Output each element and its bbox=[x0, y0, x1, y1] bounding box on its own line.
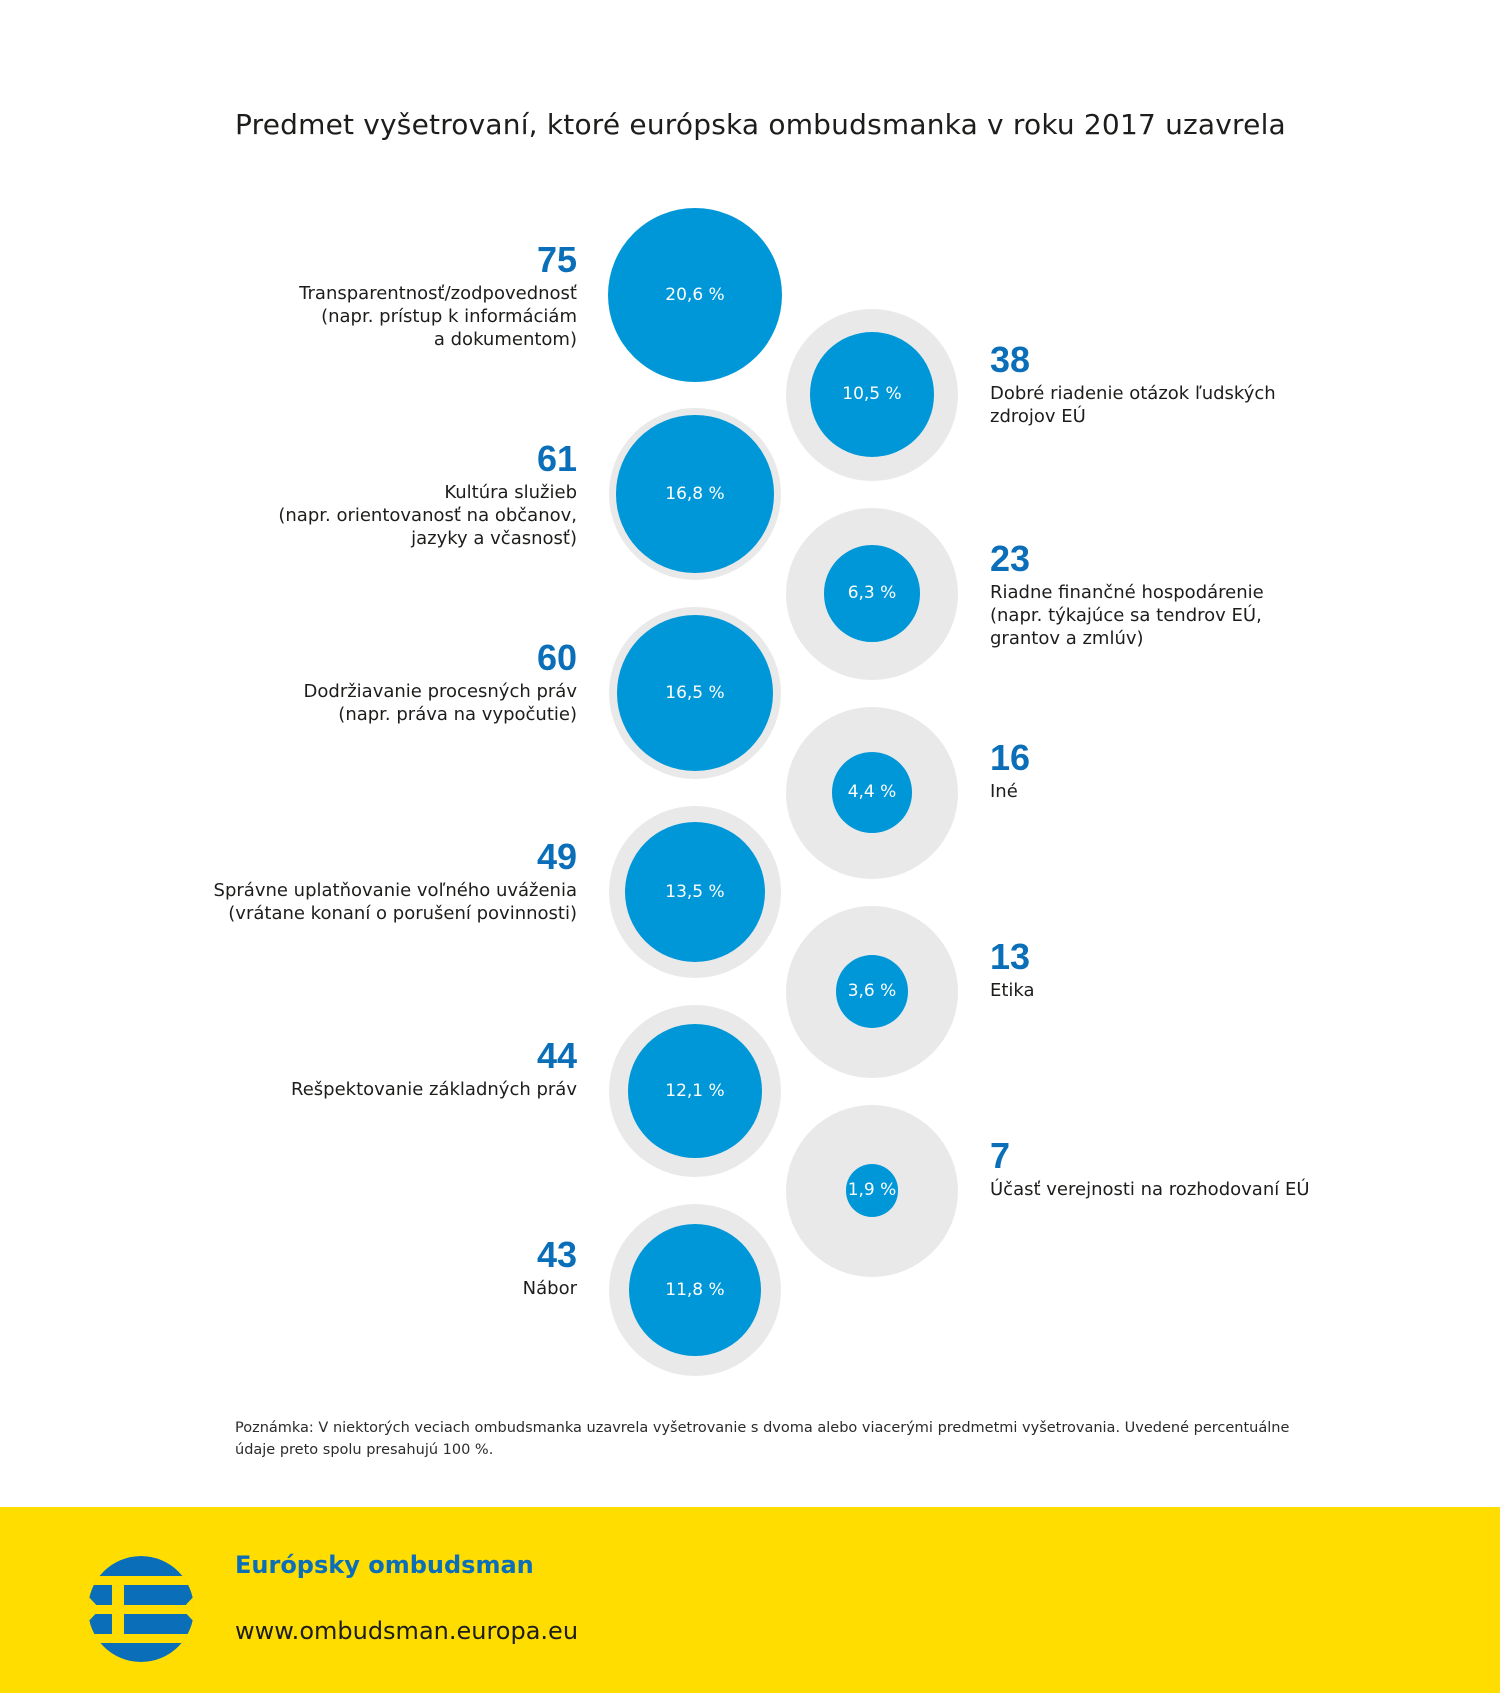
category-count: 7 bbox=[990, 1134, 1011, 1176]
category-label-block: 43 Nábor bbox=[177, 1235, 577, 1300]
bubble-percent-label: 16,5 % bbox=[665, 682, 725, 703]
category-label-block: 61 Kultúra služieb (napr. orientovanosť n… bbox=[177, 439, 577, 550]
bubble-percent-label: 4,4 % bbox=[847, 782, 897, 803]
category-label: Nábor bbox=[522, 1278, 577, 1299]
category-count: 49 bbox=[536, 836, 577, 877]
footer-website-link[interactable]: www.ombudsman.europa.eu bbox=[235, 1617, 579, 1645]
bubble: 3,6 % bbox=[835, 955, 909, 1028]
bubble: 6,3 % bbox=[823, 545, 921, 642]
bubble: 10,5 % bbox=[809, 332, 935, 457]
category-label: Správne uplatňovanie voľného uváženia (v… bbox=[213, 880, 577, 924]
bubble: 13,5 % bbox=[624, 821, 766, 963]
category-label: Rešpektovanie základných práv bbox=[291, 1079, 577, 1100]
bubble: 12,1 % bbox=[628, 1024, 762, 1158]
chart-title: Predmet vyšetrovaní, ktoré európska ombu… bbox=[235, 108, 1286, 141]
category-count: 13 bbox=[990, 935, 1031, 977]
bubble-percent-label: 11,8 % bbox=[665, 1279, 725, 1300]
bubble: 1,9 % bbox=[845, 1164, 899, 1217]
bubble-percent-label: 13,5 % bbox=[665, 881, 725, 902]
footer-organization-name: Európsky ombudsman bbox=[235, 1551, 534, 1579]
category-label-block: 44 Rešpektovanie základných práv bbox=[177, 1036, 577, 1101]
footer-bar: Európsky ombudsman www.ombudsman.europa.… bbox=[0, 1507, 1500, 1693]
bubble-percent-label: 16,8 % bbox=[665, 483, 725, 504]
category-label: Dobré riadenie otázok ľudských zdrojov E… bbox=[990, 382, 1276, 427]
bubble-percent-label: 1,9 % bbox=[847, 1180, 897, 1201]
category-count: 16 bbox=[990, 736, 1031, 778]
category-label-block: 23 Riadne finančné hospodárenie (napr. tý… bbox=[990, 537, 1390, 650]
bubble-percent-label: 20,6 % bbox=[665, 285, 725, 305]
category-label-block: 16 Iné bbox=[990, 736, 1390, 803]
category-label: Kultúra služieb (napr. orientovanosť na … bbox=[278, 482, 577, 549]
bubble: 11,8 % bbox=[629, 1224, 761, 1356]
category-count: 61 bbox=[536, 438, 577, 479]
bubble-percent-label: 6,3 % bbox=[847, 583, 897, 604]
category-label-block: 75 Transparentnosť/zodpovednosť (napr. pr… bbox=[177, 240, 577, 351]
european-ombudsman-logo-icon bbox=[88, 1556, 194, 1662]
category-label: Riadne finančné hospodárenie (napr. týka… bbox=[990, 581, 1264, 649]
category-count: 23 bbox=[990, 537, 1031, 579]
footnote: Poznámka: V niektorých veciach ombudsman… bbox=[235, 1420, 1290, 1458]
category-count: 43 bbox=[536, 1234, 577, 1275]
bubble-chart: 20,6 % 75 Transparentnosť/zodpovednosť (na… bbox=[177, 208, 1390, 1376]
bubble: 4,4 % bbox=[831, 752, 913, 833]
category-label-block: 13 Etika bbox=[990, 935, 1390, 1002]
category-label-block: 38 Dobré riadenie otázok ľudských zdrojov… bbox=[990, 338, 1390, 428]
category-count: 44 bbox=[536, 1035, 577, 1076]
category-label-block: 49 Správne uplatňovanie voľného uváženia … bbox=[177, 837, 577, 925]
category-label: Iné bbox=[990, 780, 1018, 802]
category-label: Účasť verejnosti na rozhodovaní EÚ bbox=[990, 1178, 1310, 1200]
bubble: 16,5 % bbox=[617, 615, 773, 771]
bubble-percent-label: 12,1 % bbox=[665, 1080, 725, 1101]
category-label-block: 60 Dodržiavanie procesných práv (napr. pr… bbox=[177, 638, 577, 726]
category-count: 60 bbox=[536, 637, 577, 678]
bubble-percent-label: 3,6 % bbox=[847, 981, 897, 1002]
category-label-block: 7 Účasť verejnosti na rozhodovaní EÚ bbox=[990, 1134, 1390, 1201]
category-count: 75 bbox=[536, 239, 577, 280]
category-label: Etika bbox=[990, 979, 1035, 1001]
bubble-percent-label: 10,5 % bbox=[842, 384, 902, 405]
category-label: Transparentnosť/zodpovednosť (napr. prís… bbox=[299, 283, 577, 350]
bubble: 20,6 % bbox=[608, 208, 782, 382]
category-count: 38 bbox=[990, 338, 1031, 380]
bubble: 16,8 % bbox=[616, 415, 774, 573]
category-label: Dodržiavanie procesných práv (napr. práv… bbox=[303, 681, 577, 725]
